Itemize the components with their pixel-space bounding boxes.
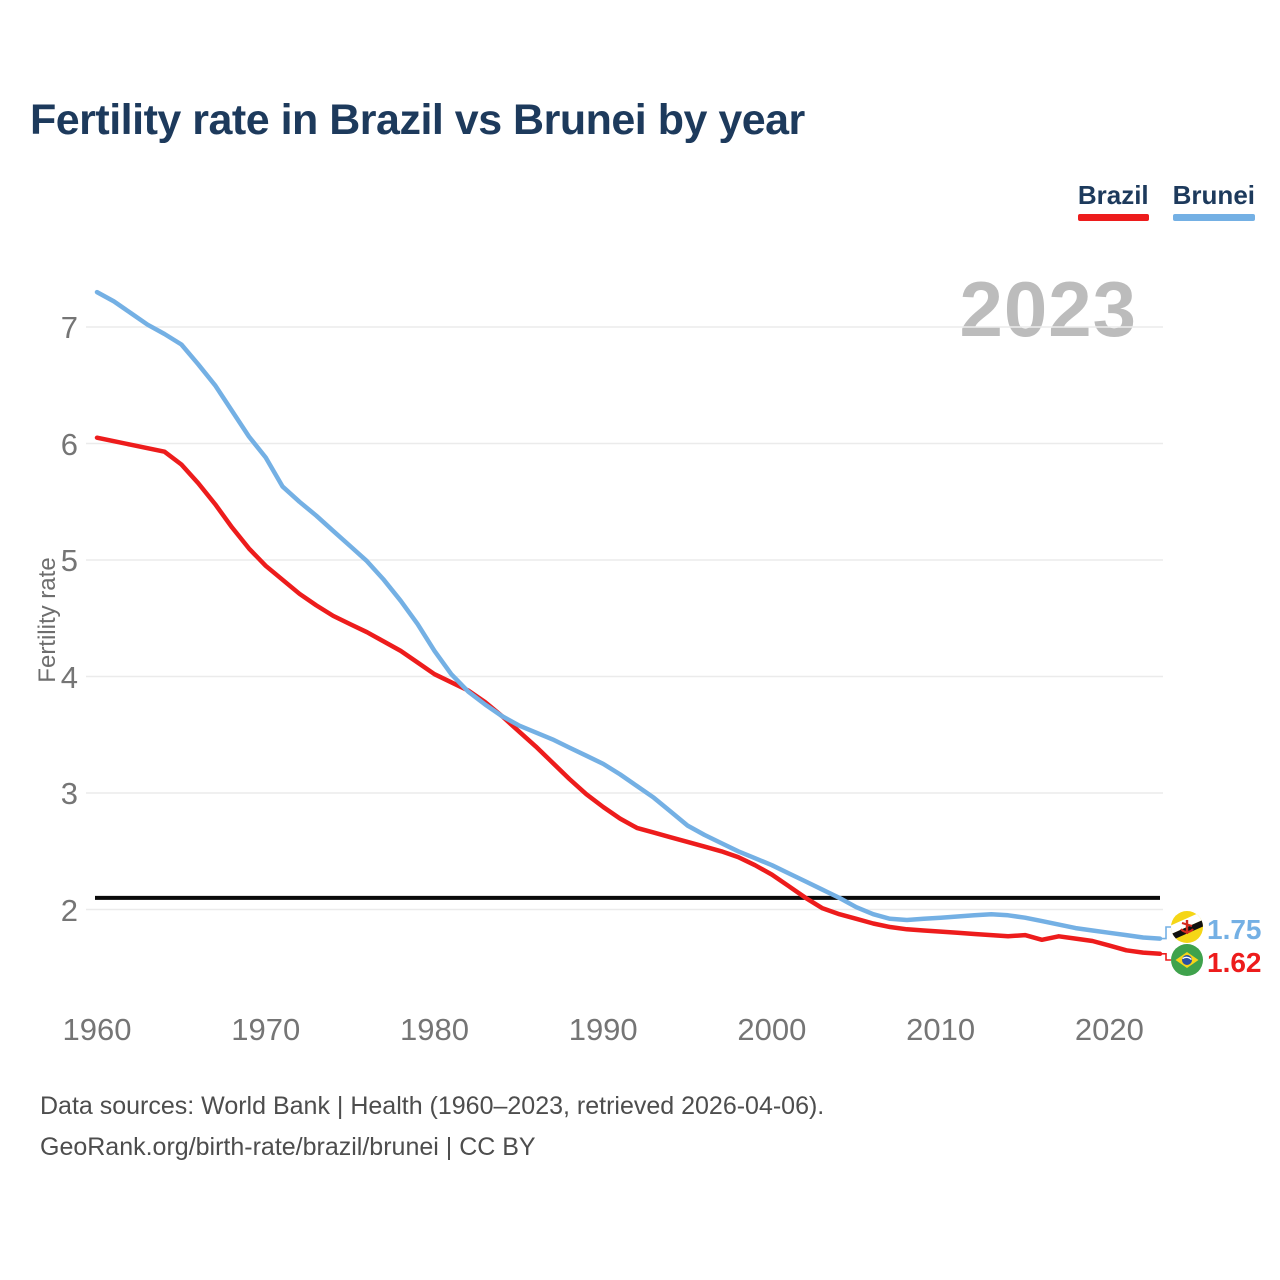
y-tick-2: 2 (60, 892, 78, 928)
x-tick-2010: 2010 (906, 1012, 976, 1047)
footer-sources-line: Data sources: World Bank | Health (1960–… (40, 1092, 825, 1120)
x-tick-1980: 1980 (399, 1012, 469, 1047)
watermark-year: 2023 (959, 265, 1137, 353)
x-tick-1970: 1970 (231, 1012, 301, 1047)
y-tick-6: 6 (60, 426, 78, 462)
legend-item-brazil[interactable]: Brazil (1077, 180, 1149, 222)
brazil-flag-icon (1171, 944, 1203, 976)
brunei-flag-icon (1167, 911, 1206, 943)
legend: Brazil Brunei (1077, 180, 1255, 222)
footer-attribution-line: GeoRank.org/birth-rate/brazil/brunei | C… (40, 1132, 536, 1161)
footer: Data sources: World Bank | Health (1960–… (40, 1086, 824, 1167)
x-tick-2000: 2000 (737, 1012, 807, 1047)
x-tick-1960: 1960 (62, 1012, 132, 1047)
brunei-end-value: 1.75 (1207, 914, 1262, 945)
brazil-end-value: 1.62 (1207, 947, 1262, 978)
brunei-line (94, 289, 1163, 941)
y-tick-4: 4 (60, 659, 78, 695)
legend-underline-brazil (1077, 214, 1149, 222)
legend-label-brazil: Brazil (1077, 180, 1149, 210)
y-tick-3: 3 (60, 776, 78, 811)
x-tick-2020: 2020 (1074, 1012, 1144, 1047)
y-tick-5: 5 (60, 543, 78, 578)
brazil-label-connector (1160, 953, 1171, 961)
brunei-crest (1180, 920, 1194, 934)
x-tick-1990: 1990 (568, 1012, 638, 1047)
chart-title: Fertility rate in Brazil vs Brunei by ye… (30, 96, 805, 144)
brazil-line (94, 435, 1163, 957)
y-tick-7: 7 (60, 310, 78, 345)
legend-item-brunei[interactable]: Brunei (1172, 180, 1255, 222)
legend-label-brunei: Brunei (1172, 180, 1255, 210)
brunei-label-connector (1160, 926, 1171, 940)
legend-underline-brunei (1172, 214, 1255, 222)
